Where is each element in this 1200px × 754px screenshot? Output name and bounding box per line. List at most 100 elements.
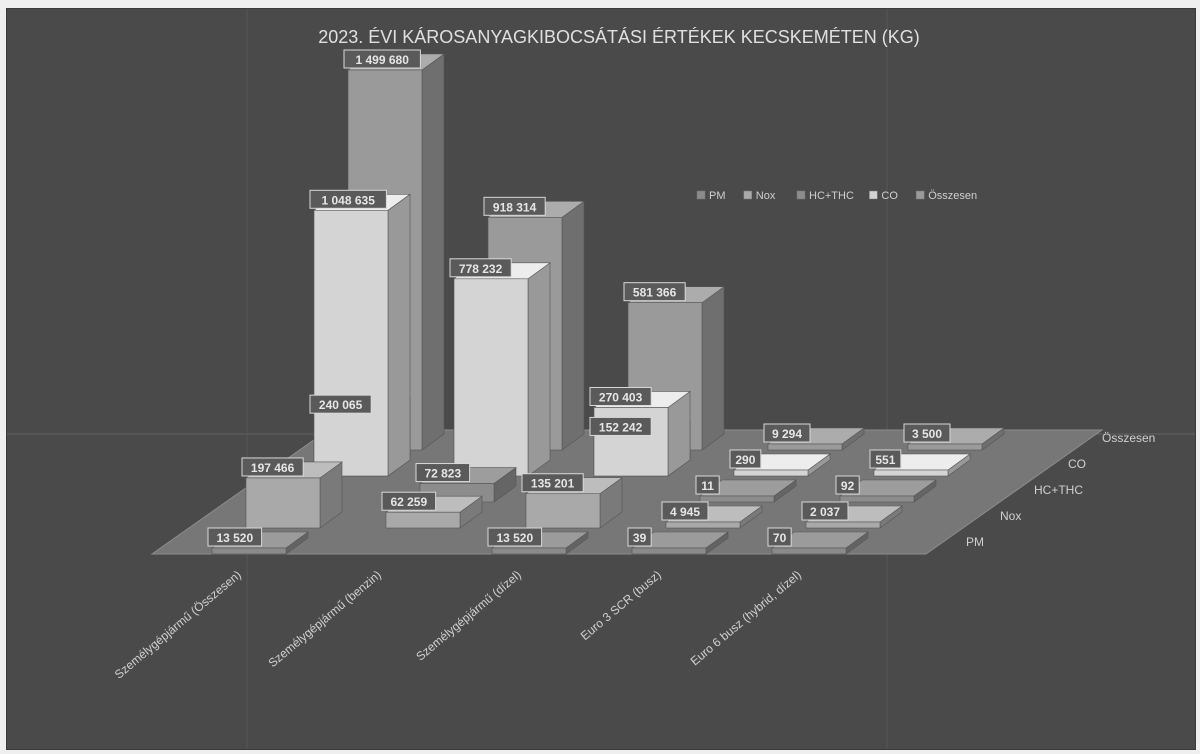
data-label: 13 520	[487, 527, 543, 547]
data-label: 2 037	[801, 501, 849, 521]
data-label-text: 11	[701, 479, 714, 493]
legend-swatch	[869, 190, 878, 200]
data-label: 72 823	[415, 463, 471, 483]
bar-side	[701, 286, 725, 451]
data-label-box	[343, 49, 421, 69]
data-label: 39	[627, 527, 652, 547]
data-label: 290	[729, 449, 762, 469]
data-label-box	[801, 501, 849, 521]
data-label-text: 72 823	[424, 467, 461, 481]
legend-label: HC+THC	[809, 190, 854, 202]
legend-swatch	[696, 190, 706, 200]
data-label-text: 1 048 635	[322, 193, 376, 207]
bar	[771, 531, 869, 555]
data-label-box	[487, 527, 543, 547]
bar-front	[771, 547, 847, 555]
bar-front	[767, 443, 843, 451]
bar-front	[631, 547, 707, 555]
data-label-text: 240 065	[319, 398, 363, 412]
legend-item: Nox	[743, 190, 776, 202]
data-label-text: 551	[875, 453, 895, 467]
category-label: Euro 3 SCR (busz)	[578, 568, 664, 643]
data-label: 92	[835, 475, 860, 495]
bar-front	[211, 547, 287, 555]
bar-front	[665, 521, 741, 529]
bar-front	[699, 495, 775, 503]
data-label-box	[661, 501, 709, 521]
data-label: 9 294	[763, 423, 811, 443]
data-label: 270 403	[589, 386, 652, 406]
data-label: 197 466	[241, 457, 304, 477]
data-label: 918 314	[483, 196, 546, 216]
bar	[313, 193, 411, 477]
data-label-box	[381, 491, 437, 511]
data-label-text: 70	[773, 531, 787, 545]
legend-label: CO	[881, 190, 898, 202]
bar-side	[421, 53, 445, 451]
data-label: 62 259	[381, 491, 437, 511]
bar-front	[453, 278, 529, 477]
data-label-text: 2 037	[810, 505, 840, 519]
bar	[699, 479, 797, 503]
data-label-text: 13 520	[496, 531, 533, 545]
data-label: 70	[767, 527, 792, 547]
data-label-box	[309, 189, 387, 209]
data-label-box	[207, 527, 263, 547]
data-label-text: 778 232	[459, 262, 503, 276]
chart-frame: 1 499 680 918 314 581 366 9 294 3 500 240 065…	[6, 8, 1196, 750]
data-label-text: 1 499 680	[356, 53, 410, 67]
legend-swatch	[796, 190, 806, 200]
depth-axis-label: CO	[1068, 457, 1086, 471]
bar-front	[385, 511, 461, 529]
bar-front	[245, 477, 321, 529]
data-label-box	[729, 449, 762, 469]
bar	[453, 262, 551, 477]
category-label: Euro 6 busz (hybrid, dízel)	[688, 568, 804, 669]
data-label-box	[763, 423, 811, 443]
data-label-box	[903, 423, 951, 443]
data-label-box	[309, 394, 372, 414]
bar-front	[907, 443, 983, 451]
bar-front	[525, 493, 601, 529]
legend-label: PM	[709, 190, 726, 202]
data-label: 152 242	[589, 416, 652, 436]
data-label-text: 92	[841, 479, 855, 493]
bar	[525, 477, 623, 529]
bar-side	[527, 262, 551, 477]
data-label-text: 581 366	[633, 286, 677, 300]
data-label-box	[695, 475, 720, 495]
bar-front	[873, 469, 949, 477]
depth-axis-label: Összesen	[1102, 431, 1155, 445]
bar-side	[387, 193, 411, 477]
depth-axis-label: Nox	[1000, 509, 1021, 523]
data-label-text: 197 466	[251, 461, 295, 475]
legend-label: Nox	[756, 190, 776, 202]
legend-item: Összesen	[915, 190, 977, 202]
data-label-box	[415, 463, 471, 483]
data-label-box	[767, 527, 792, 547]
legend-label: Összesen	[928, 190, 977, 202]
data-label-text: 3 500	[912, 427, 942, 441]
data-labels-layer: 1 499 680 918 314 581 366 9 294 3 500 240 065…	[207, 49, 951, 547]
data-label-box	[835, 475, 860, 495]
data-label-box	[623, 282, 686, 302]
data-label-box	[589, 416, 652, 436]
data-label-text: 270 403	[599, 390, 643, 404]
data-label-text: 135 201	[531, 477, 575, 491]
data-label-box	[449, 258, 512, 278]
data-label-box	[627, 527, 652, 547]
legend-item: PM	[696, 190, 726, 202]
data-label: 778 232	[449, 258, 512, 278]
data-label-box	[869, 449, 902, 469]
data-label: 581 366	[623, 282, 686, 302]
depth-axis-label: HC+THC	[1034, 483, 1083, 497]
data-label: 11	[695, 475, 720, 495]
bar-front	[733, 469, 809, 477]
data-label: 4 945	[661, 501, 709, 521]
legend: PM Nox HC+THC CO Összesen	[696, 190, 977, 202]
data-label-box	[483, 196, 546, 216]
data-label-text: 918 314	[493, 200, 537, 214]
data-label-text: 152 242	[599, 420, 643, 434]
data-label: 240 065	[309, 394, 372, 414]
data-label-text: 290	[735, 453, 755, 467]
